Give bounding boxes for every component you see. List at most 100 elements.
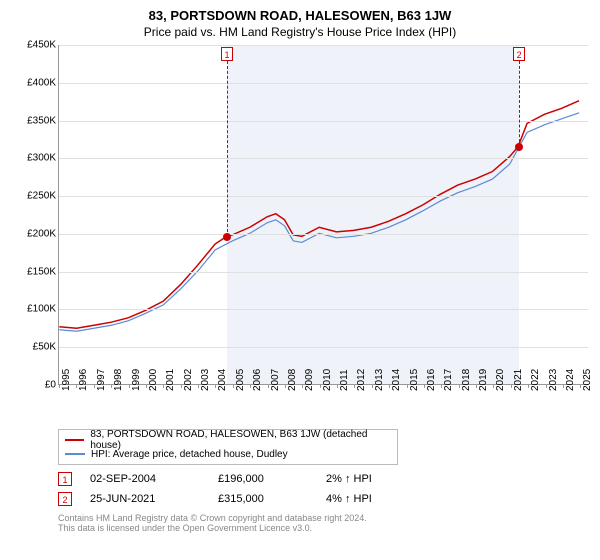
- y-tick-label: £200K: [27, 228, 56, 239]
- x-tick: [111, 384, 112, 388]
- x-tick: [511, 384, 512, 388]
- x-tick: [320, 384, 321, 388]
- x-tick-label: 2003: [200, 369, 211, 391]
- gridline: [59, 309, 588, 310]
- x-tick: [129, 384, 130, 388]
- legend-swatch: [65, 439, 84, 441]
- transaction-delta: 4% ↑ HPI: [326, 493, 372, 505]
- x-tick: [59, 384, 60, 388]
- x-tick-label: 2025: [582, 369, 593, 391]
- y-tick-label: £350K: [27, 115, 56, 126]
- marker-point-2: [515, 143, 523, 151]
- transaction-row: 1 02-SEP-2004 £196,000 2% ↑ HPI: [58, 469, 588, 489]
- x-tick: [198, 384, 199, 388]
- x-tick: [250, 384, 251, 388]
- x-tick-label: 2024: [565, 369, 576, 391]
- marker-box-2: 2: [513, 47, 525, 61]
- x-tick-label: 2002: [183, 369, 194, 391]
- transaction-price: £196,000: [218, 473, 308, 485]
- marker-line-1: [227, 61, 228, 237]
- x-tick: [563, 384, 564, 388]
- x-tick-label: 2000: [148, 369, 159, 391]
- x-tick-label: 2014: [391, 369, 402, 391]
- x-tick: [407, 384, 408, 388]
- y-tick-label: £400K: [27, 77, 56, 88]
- x-tick-label: 1999: [131, 369, 142, 391]
- y-tick-label: £250K: [27, 191, 56, 202]
- footer: Contains HM Land Registry data © Crown c…: [58, 513, 588, 533]
- x-tick-label: 2011: [339, 369, 350, 391]
- x-tick-label: 2012: [356, 369, 367, 391]
- transactions-table: 1 02-SEP-2004 £196,000 2% ↑ HPI 2 25-JUN-2021…: [58, 469, 588, 509]
- x-tick-label: 2019: [478, 369, 489, 391]
- marker-point-1: [223, 233, 231, 241]
- x-tick-label: 2017: [443, 369, 454, 391]
- x-tick: [94, 384, 95, 388]
- x-tick: [233, 384, 234, 388]
- transaction-date: 02-SEP-2004: [90, 473, 200, 485]
- x-tick: [476, 384, 477, 388]
- x-tick-label: 2022: [530, 369, 541, 391]
- x-tick-label: 2001: [165, 369, 176, 391]
- x-tick-label: 1997: [96, 369, 107, 391]
- x-tick-label: 2016: [426, 369, 437, 391]
- transaction-row: 2 25-JUN-2021 £315,000 4% ↑ HPI: [58, 489, 588, 509]
- y-tick-label: £150K: [27, 266, 56, 277]
- gridline: [59, 45, 588, 46]
- series-hpi: [59, 113, 579, 331]
- x-tick-label: 2023: [548, 369, 559, 391]
- gridline: [59, 234, 588, 235]
- x-tick-label: 2005: [235, 369, 246, 391]
- transaction-delta: 2% ↑ HPI: [326, 473, 372, 485]
- x-tick-label: 2004: [217, 369, 228, 391]
- x-tick: [424, 384, 425, 388]
- x-tick-label: 2013: [374, 369, 385, 391]
- chart-area: £0 £50K £100K £150K £200K £250K £300K £350K £400…: [12, 45, 588, 425]
- x-tick: [459, 384, 460, 388]
- chart-svg: [59, 45, 588, 384]
- legend-label: HPI: Average price, detached house, Dudl…: [91, 449, 288, 460]
- y-tick-label: £0: [45, 380, 56, 391]
- footer-line2: This data is licensed under the Open Gov…: [58, 523, 588, 533]
- y-tick-label: £50K: [33, 342, 56, 353]
- transaction-marker: 1: [58, 472, 72, 486]
- x-tick-label: 2008: [287, 369, 298, 391]
- series-property: [59, 101, 579, 329]
- x-tick: [268, 384, 269, 388]
- y-tick-label: £300K: [27, 153, 56, 164]
- x-tick-label: 2015: [409, 369, 420, 391]
- x-tick-label: 2020: [495, 369, 506, 391]
- gridline: [59, 83, 588, 84]
- marker-line-2: [519, 61, 520, 147]
- chart-subtitle: Price paid vs. HM Land Registry's House …: [12, 25, 588, 39]
- x-tick-label: 1998: [113, 369, 124, 391]
- x-tick: [146, 384, 147, 388]
- gridline: [59, 196, 588, 197]
- legend-item: 83, PORTSDOWN ROAD, HALESOWEN, B63 1JW (…: [65, 433, 391, 447]
- legend: 83, PORTSDOWN ROAD, HALESOWEN, B63 1JW (…: [58, 429, 398, 465]
- transaction-price: £315,000: [218, 493, 308, 505]
- gridline: [59, 272, 588, 273]
- gridline: [59, 158, 588, 159]
- x-tick-label: 2021: [513, 369, 524, 391]
- plot-area: 12: [58, 45, 588, 385]
- y-tick-label: £100K: [27, 304, 56, 315]
- chart-container: 83, PORTSDOWN ROAD, HALESOWEN, B63 1JW P…: [0, 0, 600, 560]
- marker-box-1: 1: [221, 47, 233, 61]
- x-tick-label: 2018: [461, 369, 472, 391]
- x-tick: [389, 384, 390, 388]
- transaction-marker: 2: [58, 492, 72, 506]
- x-tick: [546, 384, 547, 388]
- gridline: [59, 121, 588, 122]
- x-tick-label: 1996: [78, 369, 89, 391]
- legend-swatch: [65, 453, 85, 455]
- transaction-date: 25-JUN-2021: [90, 493, 200, 505]
- x-tick: [181, 384, 182, 388]
- x-tick-label: 2007: [270, 369, 281, 391]
- gridline: [59, 347, 588, 348]
- x-tick: [372, 384, 373, 388]
- x-tick-label: 1995: [61, 369, 72, 391]
- y-axis: £0£50K£100K£150K£200K£250K£300K£350K£400…: [12, 45, 58, 385]
- x-tick-label: 2010: [322, 369, 333, 391]
- chart-title: 83, PORTSDOWN ROAD, HALESOWEN, B63 1JW: [12, 8, 588, 23]
